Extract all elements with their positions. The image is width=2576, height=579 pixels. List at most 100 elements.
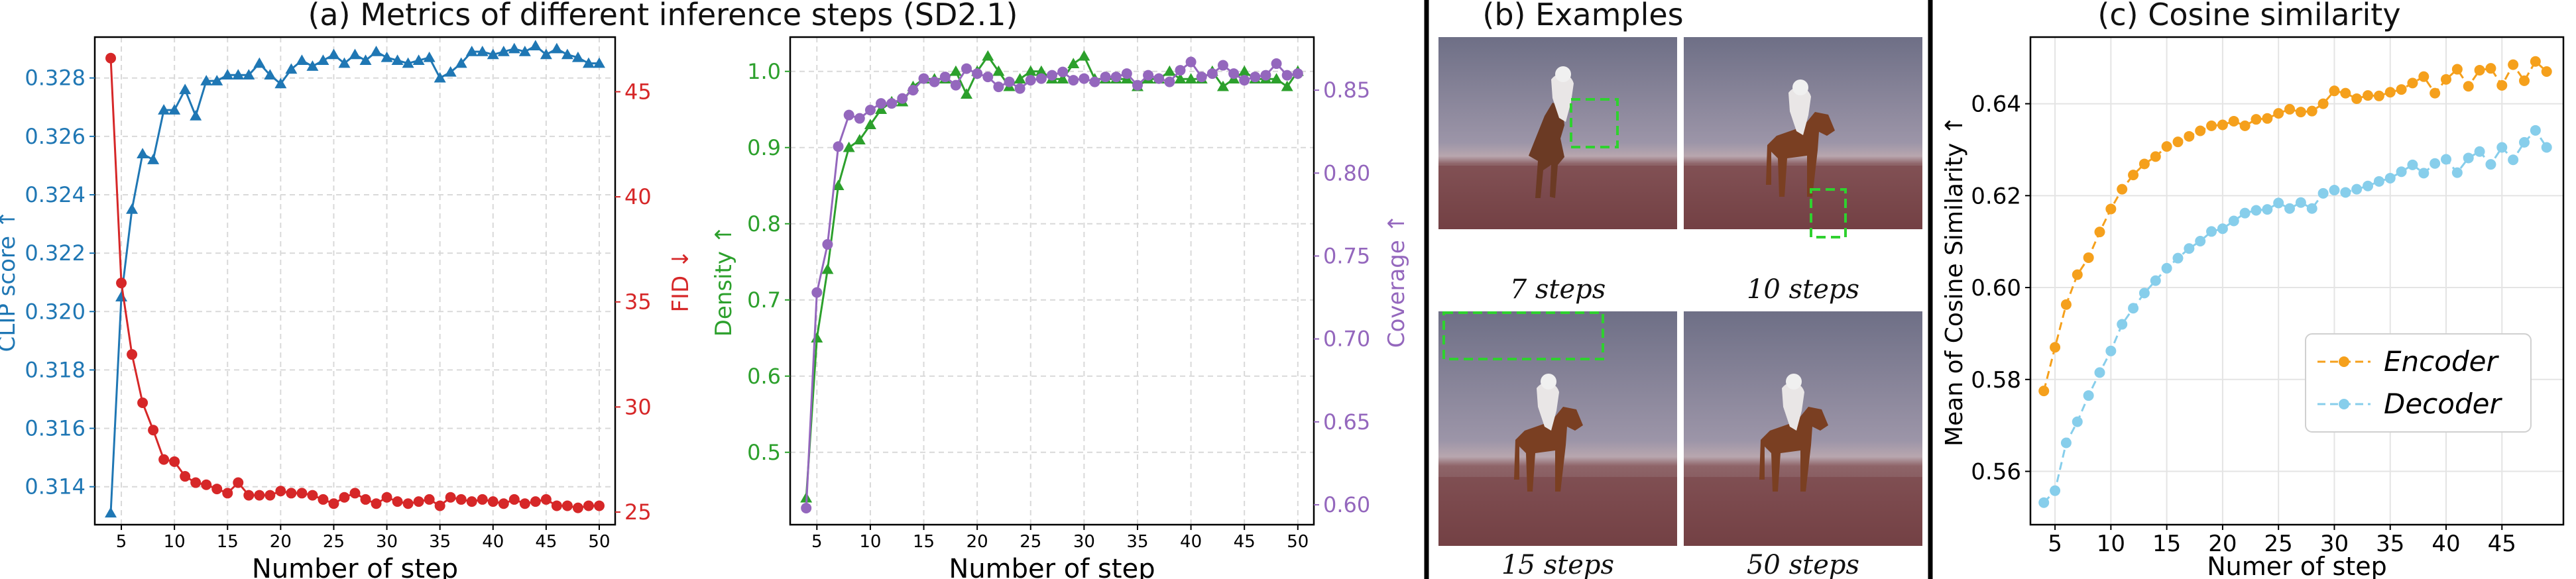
x-axis-label: Number of step xyxy=(252,554,458,579)
data-point xyxy=(2306,105,2317,117)
y-tick-label: 0.60 xyxy=(1971,275,2021,301)
data-point xyxy=(2083,252,2094,263)
cosine-similarity-chart: 5 10 15 20 25 30 35 40 45 0.56 0.58 0.60 0.62 0.64 Num… xyxy=(1941,36,2565,579)
data-point xyxy=(477,494,488,505)
x-tick-label: 35 xyxy=(2376,531,2404,557)
data-point xyxy=(476,46,489,56)
data-point xyxy=(105,507,117,518)
data-point xyxy=(582,57,595,68)
data-point xyxy=(391,54,404,66)
series-line xyxy=(2042,60,2547,392)
x-tick-label: 30 xyxy=(2320,531,2349,557)
data-point xyxy=(593,57,605,68)
y-right-tick-label: 0.60 xyxy=(1323,492,1370,517)
data-point xyxy=(2060,437,2072,448)
data-point xyxy=(264,69,276,80)
data-point xyxy=(497,46,510,56)
y-right-tick-label: 0.85 xyxy=(1323,78,1370,103)
data-point xyxy=(886,98,898,109)
data-point xyxy=(1292,68,1303,79)
data-point xyxy=(2530,56,2541,67)
data-point xyxy=(465,46,478,56)
data-point xyxy=(1260,70,1271,81)
y-left-tick-label: 0.5 xyxy=(747,440,781,465)
data-point xyxy=(2541,142,2552,153)
x-tick-label: 30 xyxy=(376,532,398,552)
data-point xyxy=(2172,136,2184,148)
data-point xyxy=(2105,203,2117,215)
x-tick-label: 20 xyxy=(966,532,988,552)
y-right-axis-label: FID ↓ xyxy=(668,249,694,312)
data-point xyxy=(211,75,223,85)
data-point xyxy=(561,48,573,60)
data-point xyxy=(2474,146,2485,157)
data-point xyxy=(2172,252,2184,264)
data-point xyxy=(296,488,308,499)
y-left-tick-label: 0.6 xyxy=(747,364,781,389)
example-caption: 15 steps xyxy=(1501,550,1614,579)
plot-frame xyxy=(93,36,616,526)
data-point xyxy=(285,63,298,74)
data-point xyxy=(972,68,983,79)
data-point xyxy=(254,490,265,501)
x-tick-label: 30 xyxy=(1073,532,1095,552)
data-point xyxy=(2530,125,2541,136)
data-point xyxy=(1143,70,1154,81)
data-point xyxy=(854,113,865,124)
data-point xyxy=(1238,65,1251,76)
data-point xyxy=(811,287,823,298)
y-left-tick-label: 0.318 xyxy=(25,357,86,382)
data-point xyxy=(179,83,192,95)
data-point xyxy=(2206,226,2217,237)
data-point xyxy=(876,98,887,109)
data-point xyxy=(1153,73,1165,84)
data-point xyxy=(1100,72,1111,83)
data-point xyxy=(2206,120,2217,131)
data-point xyxy=(2317,98,2329,109)
data-point xyxy=(822,238,833,250)
data-point xyxy=(286,488,297,499)
data-point xyxy=(1067,58,1080,68)
x-tick-label: 35 xyxy=(429,532,451,552)
data-point xyxy=(929,76,940,87)
data-point xyxy=(370,46,382,56)
x-tick-label: 45 xyxy=(1234,532,1256,552)
data-point xyxy=(412,54,425,66)
data-point xyxy=(1216,80,1229,91)
plot-frame xyxy=(789,36,1315,526)
data-point xyxy=(1035,65,1047,76)
data-point xyxy=(583,500,594,511)
data-point xyxy=(2451,64,2463,75)
data-point xyxy=(2161,262,2172,274)
data-point xyxy=(444,66,457,77)
data-point xyxy=(843,141,855,152)
data-point xyxy=(445,492,456,503)
data-point xyxy=(2050,342,2061,353)
data-point xyxy=(2463,81,2474,92)
x-tick-label: 40 xyxy=(1180,532,1202,552)
data-point xyxy=(2508,154,2519,166)
data-point xyxy=(843,109,854,121)
series-line-right xyxy=(805,60,1299,509)
data-point xyxy=(2430,158,2441,169)
x-tick-label: 15 xyxy=(2152,531,2181,557)
y-right-tick-label: 0.80 xyxy=(1323,160,1370,185)
y-tick-label: 0.62 xyxy=(1971,183,2021,209)
data-point xyxy=(2117,319,2128,330)
data-point xyxy=(2128,170,2139,181)
data-point xyxy=(2363,180,2374,191)
data-point xyxy=(2407,78,2418,89)
data-point xyxy=(2519,75,2530,86)
data-point xyxy=(2508,59,2519,70)
data-point xyxy=(233,477,244,488)
data-point xyxy=(2262,204,2273,215)
data-point xyxy=(424,494,435,505)
data-point xyxy=(392,496,403,507)
data-point xyxy=(1239,75,1250,86)
data-point xyxy=(821,263,834,274)
data-point xyxy=(2284,203,2296,214)
y-right-tick-label: 45 xyxy=(624,79,652,104)
example-caption: 7 steps xyxy=(1510,274,1606,305)
data-point xyxy=(593,500,605,511)
data-point xyxy=(1004,76,1015,87)
